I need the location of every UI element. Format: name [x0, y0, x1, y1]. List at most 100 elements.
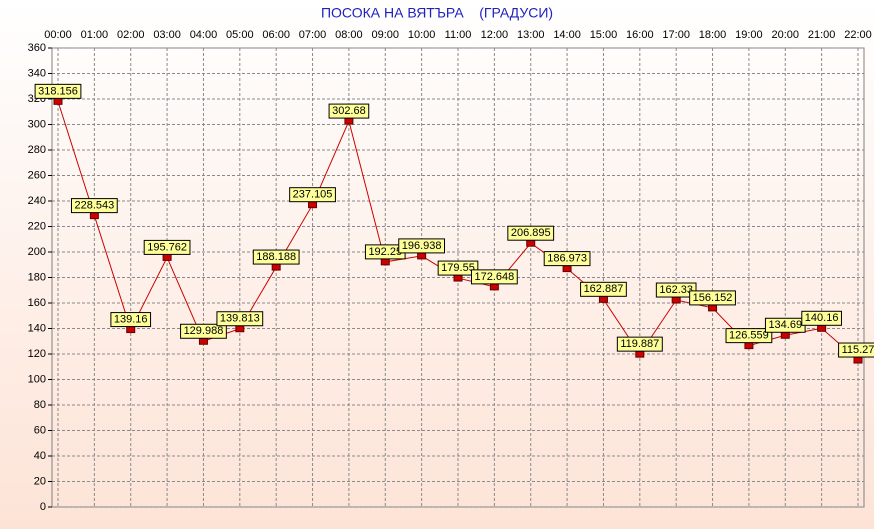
data-marker — [635, 350, 645, 358]
data-marker — [53, 97, 63, 105]
data-label-box — [725, 328, 773, 344]
data-label-box — [838, 342, 874, 358]
data-label-group: 162.887 — [580, 281, 627, 297]
data-marker — [598, 295, 608, 303]
y-tick-label: 20 — [34, 475, 46, 487]
data-label-box — [507, 225, 555, 241]
data-label-group: 302.68 — [328, 103, 370, 119]
data-marker — [344, 117, 354, 125]
data-label-group: 162.33 — [655, 282, 697, 298]
y-tick-label: 120 — [28, 348, 46, 360]
x-tick-label: 04:00 — [190, 29, 218, 41]
x-tick-label: 11:00 — [445, 29, 472, 41]
data-marker — [744, 342, 754, 350]
data-label: 318.156 — [38, 85, 78, 97]
y-tick-label: 280 — [28, 144, 46, 156]
x-tick-label: 12:00 — [481, 29, 509, 41]
data-label: 195.762 — [147, 241, 187, 253]
data-label-group: 237.105 — [289, 187, 336, 203]
data-label: 186.973 — [547, 253, 587, 265]
x-tick-label: 09:00 — [372, 29, 400, 41]
data-label-box — [180, 323, 227, 339]
data-marker — [526, 239, 536, 247]
data-marker — [198, 337, 208, 345]
data-label-group: 318.156 — [34, 83, 82, 99]
x-tick-label: 17:00 — [662, 29, 690, 41]
y-tick-label: 160 — [28, 297, 46, 309]
data-label-box — [655, 282, 697, 298]
data-label-box — [689, 290, 736, 306]
data-label: 134.69 — [768, 319, 802, 331]
x-tick-label: 14:00 — [553, 29, 581, 41]
data-label-group: 179.55 — [437, 260, 479, 276]
y-tick-label: 60 — [34, 424, 46, 436]
data-marker — [708, 304, 718, 312]
y-tick-label: 80 — [34, 399, 46, 411]
data-label-box — [289, 187, 336, 203]
data-label: 139.813 — [220, 313, 260, 325]
x-tick-label: 15:00 — [590, 29, 618, 41]
y-tick-label: 140 — [28, 322, 46, 334]
x-tick-label: 08:00 — [335, 29, 363, 41]
data-marker — [162, 253, 172, 261]
chart-title: ПОСОКА НА ВЯТЪРА (ГРАДУСИ) — [321, 5, 553, 21]
data-label-box — [801, 310, 842, 326]
y-tick-label: 260 — [28, 169, 46, 181]
data-label-group: 140.16 — [801, 310, 842, 326]
x-tick-label: 10:00 — [408, 29, 436, 41]
data-label: 119.887 — [620, 338, 659, 350]
data-label: 162.33 — [659, 284, 693, 296]
x-tick-label: 03:00 — [153, 29, 181, 41]
data-label-group: 126.559 — [725, 328, 773, 344]
plot: 0 20 40 60 80 100 120 140 160 180 200 220 240 260 280 3… — [28, 29, 874, 513]
data-label-box — [34, 83, 82, 99]
data-label-group: 139.813 — [216, 311, 264, 327]
data-marker — [453, 274, 463, 282]
data-label-box — [216, 311, 264, 327]
data-marker — [671, 296, 681, 304]
data-label: 192.25 — [368, 246, 402, 258]
data-label: 129.988 — [184, 325, 224, 337]
x-tick-label: 05:00 — [226, 29, 254, 41]
x-tick-label: 01:00 — [81, 29, 109, 41]
x-tick-label: 06:00 — [262, 29, 290, 41]
data-label-group: 196.938 — [398, 238, 446, 254]
data-label: 115.27 — [842, 344, 874, 356]
data-marker — [417, 252, 427, 260]
data-label-group: 192.25 — [364, 244, 406, 260]
data-label-group: 119.887 — [616, 336, 663, 352]
data-label: 126.559 — [729, 330, 769, 342]
data-marker — [126, 326, 136, 334]
y-tick-label: 360 — [28, 42, 46, 54]
data-label-group: 129.988 — [180, 323, 227, 339]
data-label-group: 139.16 — [110, 312, 152, 328]
y-tick-label: 220 — [28, 220, 46, 232]
data-label-box — [580, 281, 627, 297]
data-label-group: 115.27 — [838, 342, 874, 358]
data-label: 228.543 — [74, 200, 114, 212]
data-label: 156.152 — [693, 292, 733, 304]
x-tick-label: 07:00 — [299, 29, 327, 41]
x-tick-label: 19:00 — [735, 29, 763, 41]
data-label-group: 228.543 — [70, 198, 118, 214]
data-label-box — [470, 269, 518, 285]
data-label-box — [543, 251, 591, 267]
x-tick-label: 18:00 — [699, 29, 727, 41]
data-label: 188.188 — [256, 251, 296, 263]
data-label-box — [616, 336, 663, 352]
data-label: 302.68 — [332, 105, 366, 117]
data-marker — [817, 324, 827, 332]
x-tick-label: 16:00 — [626, 29, 654, 41]
data-label-box — [398, 238, 446, 254]
data-label-group: 134.69 — [764, 317, 806, 333]
x-tick-label: 20:00 — [772, 29, 800, 41]
y-tick-label: 100 — [28, 373, 46, 385]
x-tick-label: 13:00 — [517, 29, 545, 41]
x-tick-label: 00:00 — [44, 29, 72, 41]
data-label: 206.895 — [511, 227, 551, 239]
data-marker — [89, 212, 99, 220]
data-label-group: 186.973 — [543, 251, 591, 267]
data-label-group: 156.152 — [689, 290, 736, 306]
data-label-group: 188.188 — [252, 249, 300, 265]
